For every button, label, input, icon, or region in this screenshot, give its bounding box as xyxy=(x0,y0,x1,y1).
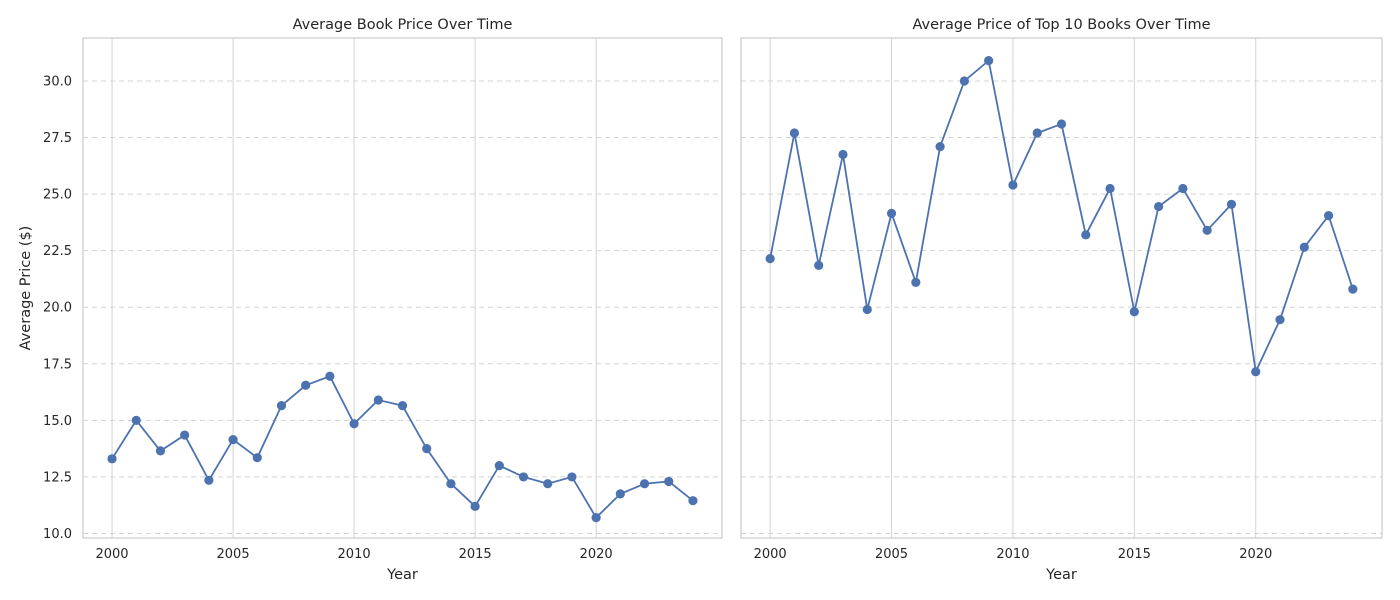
data-point xyxy=(1154,201,1164,212)
x-tick-label: 2005 xyxy=(875,547,908,562)
data-point xyxy=(615,489,625,499)
data-point xyxy=(862,304,872,315)
data-point xyxy=(664,476,674,487)
data-point xyxy=(591,513,601,523)
data-point xyxy=(1348,284,1358,294)
data-point xyxy=(1178,183,1188,194)
data-point xyxy=(1008,180,1018,190)
data-point xyxy=(349,419,359,429)
chart-title: Average Price of Top 10 Books Over Time xyxy=(912,17,1210,33)
data-point xyxy=(1056,119,1067,129)
data-point xyxy=(1129,307,1139,317)
data-point xyxy=(1323,211,1334,221)
x-tick-label: 2000 xyxy=(754,547,787,562)
x-axis-title: Year xyxy=(1045,567,1077,583)
x-tick-label: 2020 xyxy=(1239,547,1272,562)
y-tick-label: 17.5 xyxy=(43,357,72,372)
data-point xyxy=(1032,128,1042,138)
data-point xyxy=(1226,199,1237,209)
data-point xyxy=(252,453,262,463)
data-point xyxy=(765,253,775,264)
data-point xyxy=(1105,183,1115,194)
x-tick-label: 2020 xyxy=(580,547,613,562)
data-point xyxy=(935,141,945,152)
data-point xyxy=(373,395,383,405)
data-point xyxy=(984,56,994,66)
series-line xyxy=(111,375,694,520)
data-point xyxy=(911,277,921,287)
data-point xyxy=(180,430,190,440)
right-chart-panel: 2000 2005 2010 2015 2020 Average Price of Top… xyxy=(740,17,1383,583)
data-point xyxy=(639,479,650,489)
plot-frame xyxy=(82,37,723,539)
x-tick-label: 2010 xyxy=(996,547,1029,562)
y-tick-label: 20.0 xyxy=(43,301,72,316)
y-tick-label: 25.0 xyxy=(43,188,72,203)
x-tick-label: 2015 xyxy=(459,547,492,562)
data-point xyxy=(959,76,969,86)
data-point xyxy=(518,472,529,482)
data-point xyxy=(1251,367,1261,377)
data-point xyxy=(789,128,800,138)
data-point xyxy=(838,149,848,160)
y-tick-label: 10.0 xyxy=(43,527,72,542)
data-point xyxy=(422,444,432,454)
data-point xyxy=(107,454,117,464)
data-point xyxy=(886,208,897,218)
y-tick-label: 30.0 xyxy=(43,74,72,89)
data-point xyxy=(567,472,577,482)
data-point xyxy=(814,260,824,270)
data-point xyxy=(1202,225,1212,235)
x-axis-title: Year xyxy=(386,567,418,583)
data-point xyxy=(688,496,698,506)
x-tick-label: 2010 xyxy=(338,547,371,562)
data-point xyxy=(325,371,335,381)
chart-title: Average Book Price Over Time xyxy=(293,17,513,33)
data-point xyxy=(155,446,166,456)
data-point xyxy=(301,380,311,390)
y-tick-label: 22.5 xyxy=(43,244,72,259)
data-point xyxy=(397,401,408,411)
data-point xyxy=(204,475,214,485)
data-point xyxy=(494,461,504,471)
data-point xyxy=(1299,242,1309,252)
series-line xyxy=(769,58,1354,375)
y-tick-label: 12.5 xyxy=(43,470,72,485)
y-tick-label: 15.0 xyxy=(43,414,72,429)
left-chart-panel: 2000 2005 2010 2015 2020 10.0 12.5 15.0 17.5 20.0… xyxy=(18,17,723,583)
data-point xyxy=(131,415,141,425)
data-point xyxy=(1275,315,1285,325)
data-point xyxy=(228,434,238,445)
data-point xyxy=(446,479,456,489)
data-point xyxy=(543,479,553,489)
x-tick-label: 2015 xyxy=(1118,547,1151,562)
x-tick-label: 2000 xyxy=(95,547,128,562)
data-point xyxy=(470,501,480,511)
data-point xyxy=(1081,230,1091,240)
x-tick-label: 2005 xyxy=(217,547,250,562)
y-tick-label: 27.5 xyxy=(43,131,72,146)
data-point xyxy=(276,401,287,411)
y-axis-title: Average Price ($) xyxy=(18,226,34,351)
plot-frame xyxy=(740,37,1383,539)
